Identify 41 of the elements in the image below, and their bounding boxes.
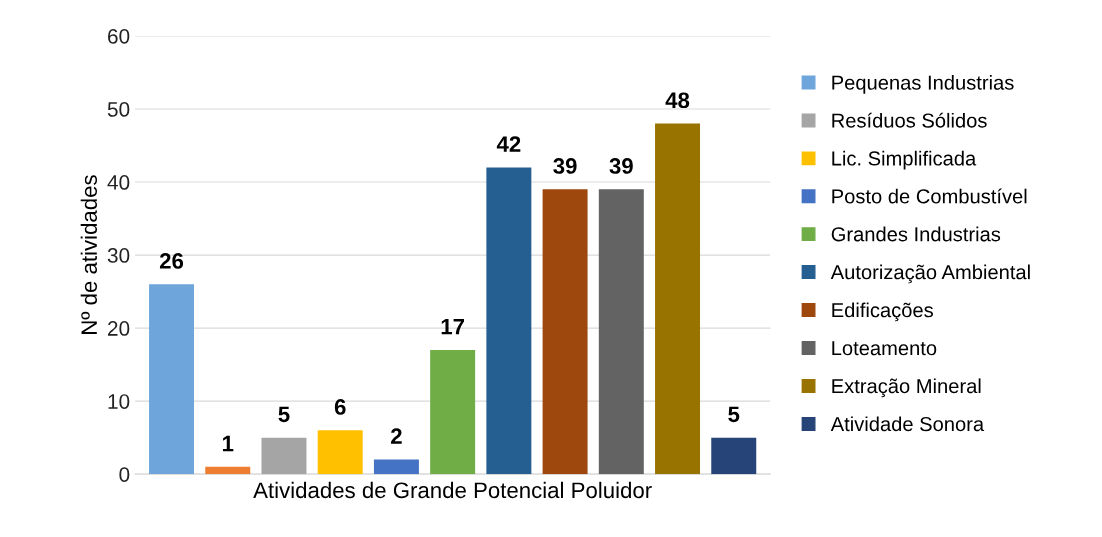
data-label: 42 (496, 136, 521, 152)
x-axis-title: Atividades de Grande Potencial Poluidor (253, 481, 652, 499)
data-label: 5 (728, 406, 740, 423)
legend-label: Extração Mineral (832, 378, 981, 398)
data-label: 48 (665, 92, 690, 109)
y-tick-label: 60 (108, 28, 130, 44)
bar (317, 430, 363, 475)
bar (542, 189, 588, 475)
data-label: 17 (441, 319, 465, 335)
y-axis-title: Nº de atividades (80, 175, 98, 334)
legend-label: Autorização Ambiental (830, 264, 1030, 284)
y-tick-label: 0 (119, 467, 130, 482)
data-label: 39 (609, 158, 633, 174)
bar (711, 437, 757, 475)
y-tick-label: 30 (107, 248, 130, 263)
bar (430, 350, 476, 475)
legend-label: Lic. Simplificada (832, 150, 977, 170)
bar (373, 459, 419, 475)
legend-label: Atividade Sonora (830, 416, 985, 432)
y-tick-label: 10 (108, 394, 130, 409)
legend-label: Resíduos Sólidos (832, 112, 987, 128)
data-label: 5 (278, 406, 290, 423)
bar (655, 123, 701, 475)
bar (205, 466, 251, 475)
data-label: 39 (553, 158, 577, 174)
y-tick-label: 20 (108, 321, 130, 336)
legend-label: Pequenas Industrias (832, 74, 1014, 94)
y-tick-label: 50 (107, 102, 130, 117)
data-label: 26 (159, 253, 184, 269)
data-label: 2 (391, 428, 402, 444)
data-label: 6 (334, 399, 346, 415)
legend-label: Edificações (832, 302, 933, 322)
bar (149, 284, 195, 475)
legend-label: Loteamento (832, 341, 937, 356)
bar (598, 189, 644, 475)
bar (261, 437, 307, 475)
y-tick-label: 40 (107, 175, 130, 190)
bar (486, 167, 532, 475)
legend-label: Posto de Combustível (832, 188, 1027, 204)
data-label: 1 (222, 435, 234, 452)
legend-label: Grandes Industrias (831, 226, 1001, 242)
